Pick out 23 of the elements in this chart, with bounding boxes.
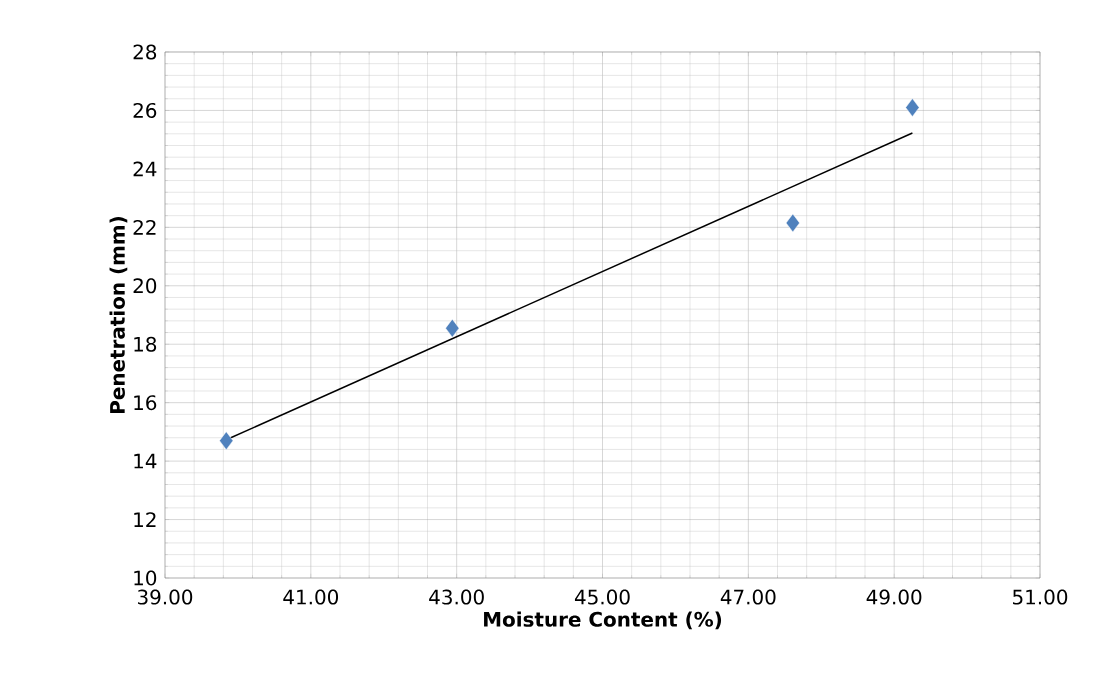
- point: [219, 431, 234, 450]
- y-tick-label: 28: [133, 44, 157, 60]
- x-tick-label: 41.00: [283, 589, 339, 605]
- x-tick-label: 47.00: [720, 589, 776, 605]
- point: [905, 98, 920, 117]
- y-tick-label: 10: [134, 570, 157, 586]
- y-tick-label: 14: [134, 453, 157, 469]
- x-tick-label: 51.00: [1013, 589, 1068, 605]
- x-axis-title: Moisture Content (%): [484, 611, 722, 630]
- y-tick-label: 12: [134, 512, 156, 527]
- y-tick-label: 16: [134, 395, 157, 411]
- y-tick-label: 22: [133, 219, 156, 235]
- point: [785, 213, 800, 233]
- point: [445, 318, 460, 338]
- y-tick-label: 26: [133, 102, 157, 118]
- x-tick-label: 49.00: [866, 589, 922, 605]
- y-axis-title: Penetration (mm): [109, 216, 128, 413]
- y-tick-label: 18: [134, 336, 157, 352]
- x-tick-label: 43.00: [429, 589, 484, 605]
- x-tick-label: 39.00: [138, 589, 193, 605]
- y-tick-label: 24: [133, 161, 157, 177]
- y-tick-label: 20: [133, 278, 157, 294]
- x-tick-label: 45.00: [574, 589, 630, 605]
